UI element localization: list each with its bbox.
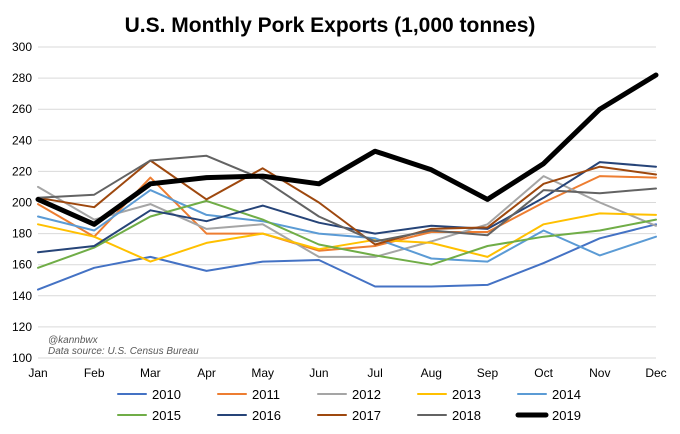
y-tick-label: 240 (12, 133, 32, 147)
x-tick-label: Feb (84, 366, 105, 380)
y-tick-label: 180 (12, 227, 32, 241)
y-tick-label: 280 (12, 71, 32, 85)
series-line-2017 (37, 159, 657, 246)
gridlines (38, 46, 656, 359)
x-tick-label: Sep (477, 366, 499, 380)
x-tick-label: Dec (645, 366, 666, 380)
y-tick-label: 100 (12, 351, 32, 365)
legend-item-2010[interactable]: 2010 (117, 387, 181, 402)
series-line-2011 (37, 175, 657, 252)
y-tick-label: 220 (12, 164, 32, 178)
x-tick-label: Jul (367, 366, 382, 380)
series-line-2019 (35, 72, 659, 227)
series-line-2014 (37, 189, 657, 263)
series-lines (35, 72, 659, 291)
y-tick-label: 260 (12, 102, 32, 116)
legend-label: 2015 (152, 408, 181, 423)
series-line-2010 (37, 223, 657, 291)
legend-item-2019[interactable]: 2019 (515, 408, 581, 423)
x-axis-ticks: Jan Feb Mar Apr May Jun Jul Aug Sep Oct Nov Dec (28, 366, 666, 380)
legend-item-2018[interactable]: 2018 (417, 408, 481, 423)
legend-label: 2013 (452, 387, 481, 402)
x-tick-label: Mar (140, 366, 161, 380)
legend-item-2016[interactable]: 2016 (217, 408, 281, 423)
legend-label: 2011 (252, 387, 280, 402)
legend-label: 2012 (352, 387, 381, 402)
y-tick-label: 120 (12, 320, 32, 334)
series-line-2018 (37, 154, 657, 243)
legend-label: 2010 (152, 387, 181, 402)
legend-item-2013[interactable]: 2013 (417, 387, 481, 402)
legend-item-2011[interactable]: 2011 (217, 387, 280, 402)
y-tick-label: 200 (12, 196, 32, 210)
x-tick-label: Oct (534, 366, 553, 380)
series-line-2013 (37, 212, 657, 263)
legend-item-2015[interactable]: 2015 (117, 408, 181, 423)
legend-label: 2017 (352, 408, 381, 423)
legend[interactable]: 2010 2011 2012 2013 2014 2015 2016 2017 2018 2019 (117, 387, 581, 423)
x-tick-label: Jan (28, 366, 47, 380)
chart-title: U.S. Monthly Pork Exports (1,000 tonnes) (125, 14, 536, 37)
legend-item-2012[interactable]: 2012 (317, 387, 381, 402)
credit-handle: @kannbwx (48, 335, 99, 346)
credit-source: Data source: U.S. Census Bureau (48, 346, 199, 357)
legend-label: 2014 (552, 387, 581, 402)
x-tick-label: Aug (421, 366, 442, 380)
legend-label: 2016 (252, 408, 281, 423)
y-tick-label: 300 (12, 40, 32, 54)
x-tick-label: Apr (197, 366, 216, 380)
x-tick-label: Nov (589, 366, 610, 380)
x-tick-label: May (251, 366, 274, 380)
legend-label: 2018 (452, 408, 481, 423)
credit-annotations: @kannbwx Data source: U.S. Census Bureau (48, 335, 199, 357)
legend-item-2017[interactable]: 2017 (317, 408, 381, 423)
y-tick-label: 160 (12, 258, 32, 272)
legend-label: 2019 (552, 408, 581, 423)
series-line-2015 (37, 199, 657, 269)
y-axis-ticks: 100 120 140 160 180 200 220 240 260 280 300 (12, 40, 32, 365)
legend-item-2014[interactable]: 2014 (517, 387, 581, 402)
x-tick-label: Jun (309, 366, 328, 380)
y-tick-label: 140 (12, 289, 32, 303)
